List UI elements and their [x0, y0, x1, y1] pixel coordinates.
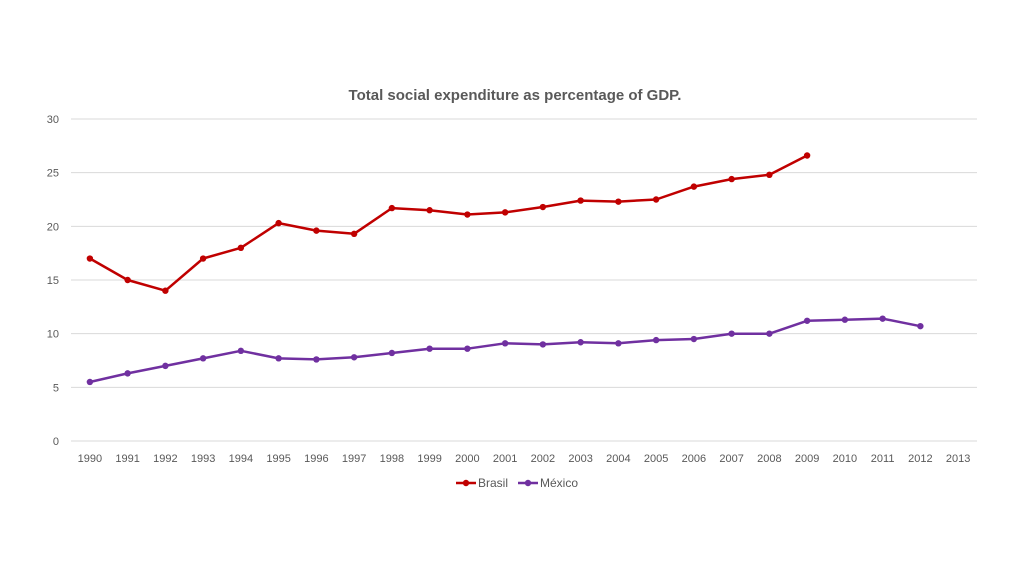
legend-swatch-marker: [462, 479, 470, 487]
series-line: [89, 154, 808, 292]
x-tick-label: 2007: [719, 453, 743, 465]
data-point: [652, 196, 660, 203]
data-point: [615, 198, 622, 205]
data-point: [124, 276, 131, 284]
data-point: [803, 152, 811, 159]
x-axis-ticks: 1990 1991 1992 1993 1994 1995 1996 1997 1998 1999…: [78, 453, 971, 465]
series-lines: [86, 152, 924, 386]
x-tick-label: 2013: [946, 453, 970, 465]
data-point: [124, 370, 131, 377]
y-tick-label: 0: [53, 436, 59, 448]
data-point: [841, 316, 849, 323]
data-point: [464, 345, 471, 352]
y-tick-label: 10: [47, 329, 59, 341]
legend-item: México: [518, 476, 578, 490]
x-tick-label: 1992: [153, 453, 177, 465]
data-point: [350, 230, 358, 238]
x-tick-label: 2005: [644, 453, 668, 465]
x-tick-label: 2010: [833, 453, 857, 465]
data-point: [652, 336, 660, 344]
data-point: [86, 378, 94, 386]
y-tick-label: 30: [47, 114, 59, 126]
series-mxico: [86, 315, 924, 386]
legend-label: Brasil: [478, 476, 508, 490]
data-point: [690, 335, 698, 343]
data-point: [350, 354, 358, 361]
legend-item: Brasil: [456, 476, 508, 490]
x-tick-label: 1993: [191, 453, 215, 465]
x-tick-label: 1997: [342, 453, 366, 465]
data-point: [728, 175, 735, 183]
x-tick-label: 1994: [229, 453, 253, 465]
x-tick-label: 1999: [417, 453, 441, 465]
series-brasil: [86, 152, 811, 294]
legend-swatch-marker: [524, 479, 532, 487]
x-tick-label: 1996: [304, 453, 328, 465]
x-tick-label: 1995: [266, 453, 290, 465]
data-point: [162, 362, 169, 370]
x-tick-label: 2004: [606, 453, 630, 465]
data-point: [501, 340, 509, 347]
data-point: [313, 356, 320, 363]
data-point: [577, 339, 584, 346]
data-point: [275, 355, 282, 362]
data-point: [879, 315, 886, 322]
legend-label: México: [540, 476, 578, 490]
gridlines: [71, 118, 977, 442]
data-point: [539, 341, 547, 348]
y-tick-label: 25: [47, 168, 59, 180]
series-line: [89, 317, 921, 384]
data-point: [426, 207, 433, 214]
legend: Brasil México: [456, 476, 578, 490]
data-point: [766, 330, 773, 337]
data-point: [275, 219, 282, 227]
x-tick-label: 2001: [493, 453, 517, 465]
data-point: [501, 209, 509, 216]
data-point: [199, 355, 207, 362]
data-point: [388, 204, 396, 212]
x-tick-label: 2006: [682, 453, 706, 465]
data-point: [615, 340, 622, 347]
x-tick-label: 2009: [795, 453, 819, 465]
y-tick-label: 20: [47, 221, 59, 233]
data-point: [86, 255, 94, 262]
data-point: [690, 183, 698, 190]
data-point: [917, 322, 924, 330]
y-tick-label: 5: [53, 382, 59, 394]
data-point: [766, 171, 773, 179]
data-point: [426, 345, 433, 352]
x-tick-label: 2008: [757, 453, 781, 465]
data-point: [237, 244, 245, 251]
data-point: [464, 211, 471, 218]
x-tick-label: 2003: [568, 453, 592, 465]
data-point: [313, 227, 320, 234]
x-tick-label: 2011: [871, 453, 895, 465]
data-point: [199, 255, 207, 262]
data-point: [237, 347, 245, 355]
x-tick-label: 1990: [78, 453, 102, 465]
data-point: [388, 349, 396, 357]
x-tick-label: 2000: [455, 453, 479, 465]
y-tick-label: 15: [47, 275, 59, 287]
data-point: [803, 317, 811, 324]
data-point: [539, 203, 547, 211]
x-tick-label: 2002: [531, 453, 555, 465]
data-point: [577, 197, 584, 204]
data-point: [162, 287, 169, 294]
x-tick-label: 2012: [908, 453, 932, 465]
x-tick-label: 1991: [115, 453, 139, 465]
chart-title: Total social expenditure as percentage o…: [349, 87, 682, 104]
y-axis-ticks: 0 5 10 15 20 25 30: [47, 114, 59, 448]
x-tick-label: 1998: [380, 453, 404, 465]
data-point: [728, 330, 735, 337]
